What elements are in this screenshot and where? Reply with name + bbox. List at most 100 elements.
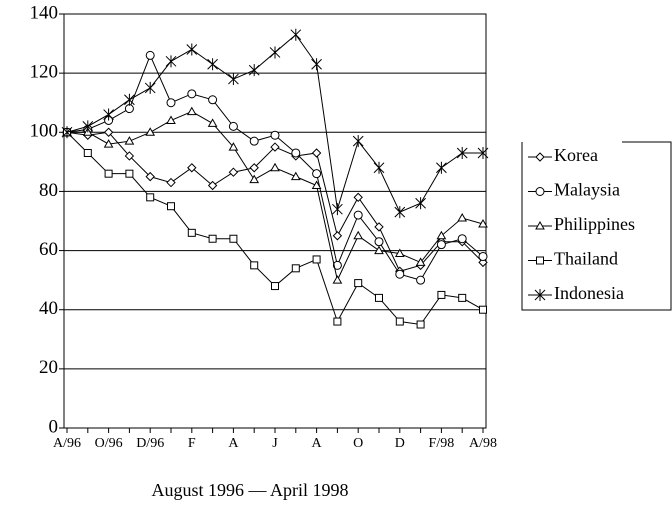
marker bbox=[249, 174, 260, 184]
marker-shape bbox=[186, 106, 197, 116]
marker-shape bbox=[124, 104, 134, 114]
marker bbox=[165, 55, 177, 68]
marker bbox=[311, 180, 322, 190]
marker bbox=[352, 135, 364, 148]
marker-shape bbox=[333, 317, 342, 326]
marker bbox=[354, 279, 363, 288]
marker bbox=[187, 228, 196, 237]
marker bbox=[534, 289, 546, 301]
y-tick-label: 60 bbox=[39, 239, 58, 260]
marker bbox=[436, 240, 446, 250]
marker-shape bbox=[208, 234, 217, 243]
marker bbox=[208, 234, 217, 243]
marker-shape bbox=[82, 120, 94, 133]
series-line bbox=[66, 131, 484, 326]
y-tick-label: 40 bbox=[39, 298, 58, 319]
marker bbox=[290, 171, 301, 181]
marker-shape bbox=[165, 55, 177, 68]
marker bbox=[395, 269, 405, 279]
marker-shape bbox=[332, 275, 343, 284]
marker bbox=[207, 180, 218, 191]
marker-shape bbox=[311, 180, 322, 190]
marker-shape bbox=[207, 58, 218, 71]
marker bbox=[290, 28, 302, 41]
marker bbox=[437, 290, 446, 299]
marker-shape bbox=[167, 202, 175, 211]
marker bbox=[416, 320, 425, 329]
x-tick-label: D/96 bbox=[136, 436, 164, 451]
marker-shape bbox=[354, 279, 363, 288]
marker bbox=[145, 127, 156, 136]
marker-shape bbox=[166, 177, 176, 188]
marker-shape bbox=[332, 260, 342, 270]
marker-shape bbox=[415, 197, 426, 210]
marker-shape bbox=[312, 169, 322, 179]
marker bbox=[82, 120, 94, 133]
marker-shape bbox=[536, 256, 544, 265]
marker bbox=[436, 161, 447, 174]
marker-shape bbox=[83, 148, 92, 157]
marker bbox=[312, 255, 321, 264]
marker bbox=[311, 58, 322, 71]
marker-shape bbox=[458, 293, 467, 302]
marker bbox=[332, 231, 343, 241]
marker bbox=[104, 169, 113, 178]
marker bbox=[535, 152, 545, 162]
marker-shape bbox=[124, 93, 135, 106]
y-tick-label: 100 bbox=[30, 121, 59, 142]
marker-shape bbox=[228, 121, 238, 131]
marker bbox=[167, 202, 175, 211]
marker-shape bbox=[250, 261, 259, 270]
marker-shape bbox=[271, 282, 279, 291]
marker-shape bbox=[374, 245, 384, 255]
marker bbox=[374, 237, 384, 247]
marker-shape bbox=[290, 171, 301, 181]
marker bbox=[373, 161, 385, 174]
marker bbox=[416, 275, 426, 285]
marker-shape bbox=[353, 210, 363, 220]
marker-shape bbox=[207, 180, 218, 191]
marker-shape bbox=[270, 142, 280, 152]
marker-shape bbox=[207, 118, 218, 127]
x-axis-label: August 1996 — April 1998 bbox=[151, 480, 348, 500]
marker bbox=[291, 264, 300, 273]
marker-shape bbox=[270, 162, 280, 172]
marker bbox=[166, 98, 176, 108]
marker-shape bbox=[311, 58, 322, 71]
marker bbox=[124, 151, 135, 161]
x-tick-label: J bbox=[272, 436, 278, 451]
marker bbox=[249, 163, 259, 173]
marker-shape bbox=[534, 289, 546, 301]
marker-shape bbox=[166, 98, 176, 108]
marker bbox=[186, 106, 197, 116]
marker-shape bbox=[437, 290, 446, 299]
marker bbox=[374, 245, 384, 255]
x-tick-label: A bbox=[312, 436, 323, 451]
marker-shape bbox=[249, 136, 259, 146]
marker-shape bbox=[290, 28, 302, 41]
marker-shape bbox=[291, 148, 301, 158]
marker bbox=[536, 256, 544, 265]
marker-shape bbox=[375, 293, 383, 302]
marker bbox=[228, 167, 239, 177]
marker bbox=[457, 234, 467, 244]
marker-shape bbox=[353, 230, 364, 240]
marker-shape bbox=[479, 305, 487, 314]
marker bbox=[311, 148, 322, 158]
marker-shape bbox=[436, 230, 447, 240]
marker-shape bbox=[374, 222, 384, 232]
marker-shape bbox=[125, 169, 134, 178]
marker-shape bbox=[535, 220, 545, 230]
marker bbox=[187, 89, 197, 99]
marker bbox=[166, 177, 176, 188]
y-tick-label: 120 bbox=[30, 62, 59, 83]
marker bbox=[353, 230, 364, 240]
marker-shape bbox=[311, 148, 322, 158]
marker bbox=[436, 230, 447, 240]
marker-shape bbox=[208, 95, 218, 105]
marker bbox=[103, 108, 114, 121]
marker bbox=[83, 148, 92, 157]
marker bbox=[456, 146, 468, 159]
marker-shape bbox=[103, 108, 114, 121]
marker-shape bbox=[477, 146, 489, 159]
